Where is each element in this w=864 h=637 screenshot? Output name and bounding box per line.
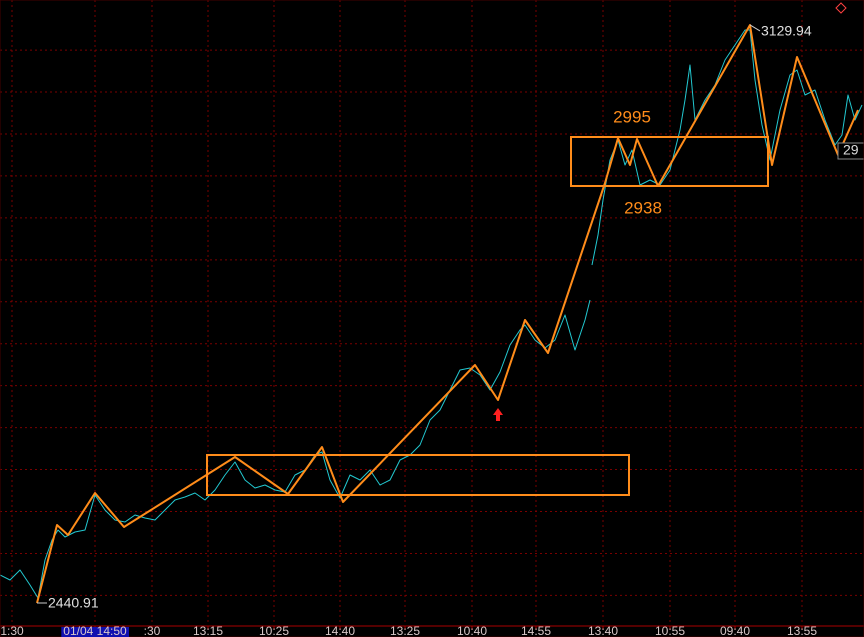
x-tick-label: 10:40 bbox=[457, 624, 487, 637]
x-tick-label: 10:55 bbox=[655, 624, 685, 637]
diamond-icon bbox=[835, 2, 847, 14]
pivot-label: 2938 bbox=[624, 198, 662, 217]
extreme-label: 2440.91 bbox=[48, 595, 99, 611]
zigzag-line bbox=[36, 24, 859, 604]
x-tick-label: 09:40 bbox=[720, 624, 750, 637]
x-tick-highlight bbox=[61, 627, 130, 637]
price-tag-box bbox=[837, 142, 864, 160]
x-tick-label: 13:40 bbox=[588, 624, 618, 637]
x-tick-label: 1:30 bbox=[0, 624, 24, 637]
x-tick-label: 14:40 bbox=[325, 624, 355, 637]
x-tick-label: :30 bbox=[144, 624, 161, 637]
x-tick-label: 13:15 bbox=[193, 624, 223, 637]
extreme-label: 3129.94 bbox=[761, 23, 812, 39]
up-arrow bbox=[493, 408, 503, 421]
x-tick-label: 01/04 14:50 bbox=[63, 624, 127, 637]
x-tick-label: 14:55 bbox=[521, 624, 551, 637]
pivot-label: 2995 bbox=[613, 108, 651, 127]
range-box bbox=[206, 454, 630, 496]
x-tick-label: 10:25 bbox=[259, 624, 289, 637]
range-box bbox=[570, 136, 769, 187]
plot: 2440.91 2995 2938 3129.94 bbox=[0, 23, 863, 611]
price-tag: 29 bbox=[843, 142, 859, 158]
leader-line bbox=[749, 24, 761, 32]
x-tick-label: 13:25 bbox=[390, 624, 420, 637]
x-tick-label: 13:55 bbox=[787, 624, 817, 637]
price-line bbox=[0, 29, 863, 599]
